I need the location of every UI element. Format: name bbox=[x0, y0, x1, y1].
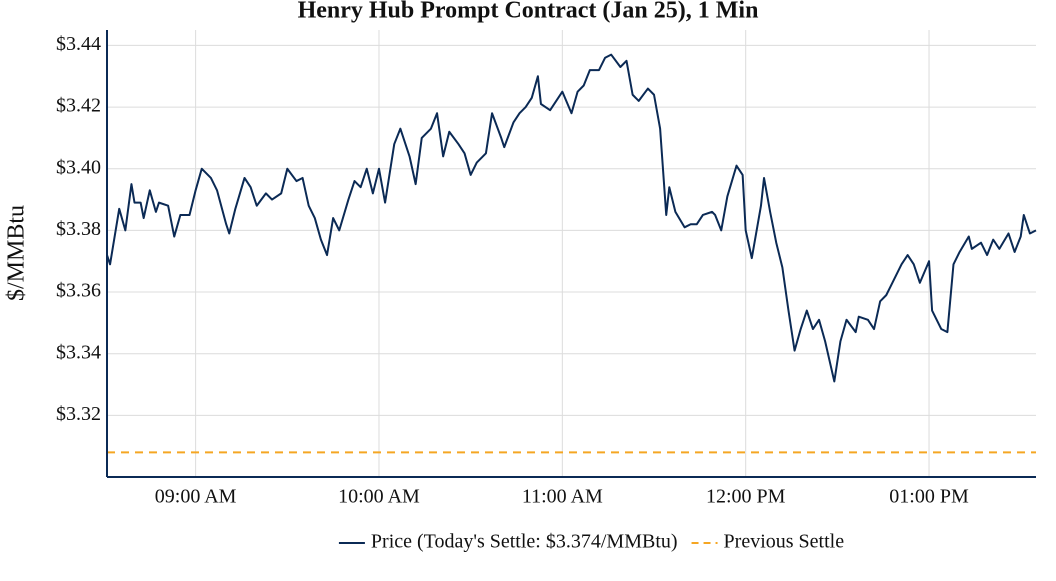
chart-title: Henry Hub Prompt Contract (Jan 25), 1 Mi… bbox=[298, 0, 759, 24]
legend-label: Previous Settle bbox=[724, 531, 845, 553]
legend-label: Price (Today's Settle: $3.374/MMBtu) bbox=[371, 531, 678, 553]
x-tick-label: 10:00 AM bbox=[338, 486, 420, 508]
x-tick-label: 09:00 AM bbox=[155, 486, 237, 508]
x-tick-label: 01:00 PM bbox=[889, 486, 969, 508]
y-tick-label: $3.34 bbox=[56, 341, 101, 363]
y-tick-label: $3.36 bbox=[56, 280, 101, 302]
y-tick-label: $3.40 bbox=[56, 156, 101, 178]
y-axis-label: $/MMBtu bbox=[4, 205, 30, 301]
x-tick-label: 11:00 AM bbox=[522, 486, 603, 508]
y-tick-label: $3.42 bbox=[56, 95, 101, 117]
y-tick-label: $3.44 bbox=[56, 33, 101, 55]
y-tick-label: $3.38 bbox=[56, 218, 101, 240]
y-tick-label: $3.32 bbox=[56, 403, 101, 425]
price-line bbox=[106, 53, 1037, 383]
legend: Price (Today's Settle: $3.374/MMBtu) Prev… bbox=[338, 531, 845, 553]
x-tick-label: 12:00 PM bbox=[706, 486, 786, 508]
